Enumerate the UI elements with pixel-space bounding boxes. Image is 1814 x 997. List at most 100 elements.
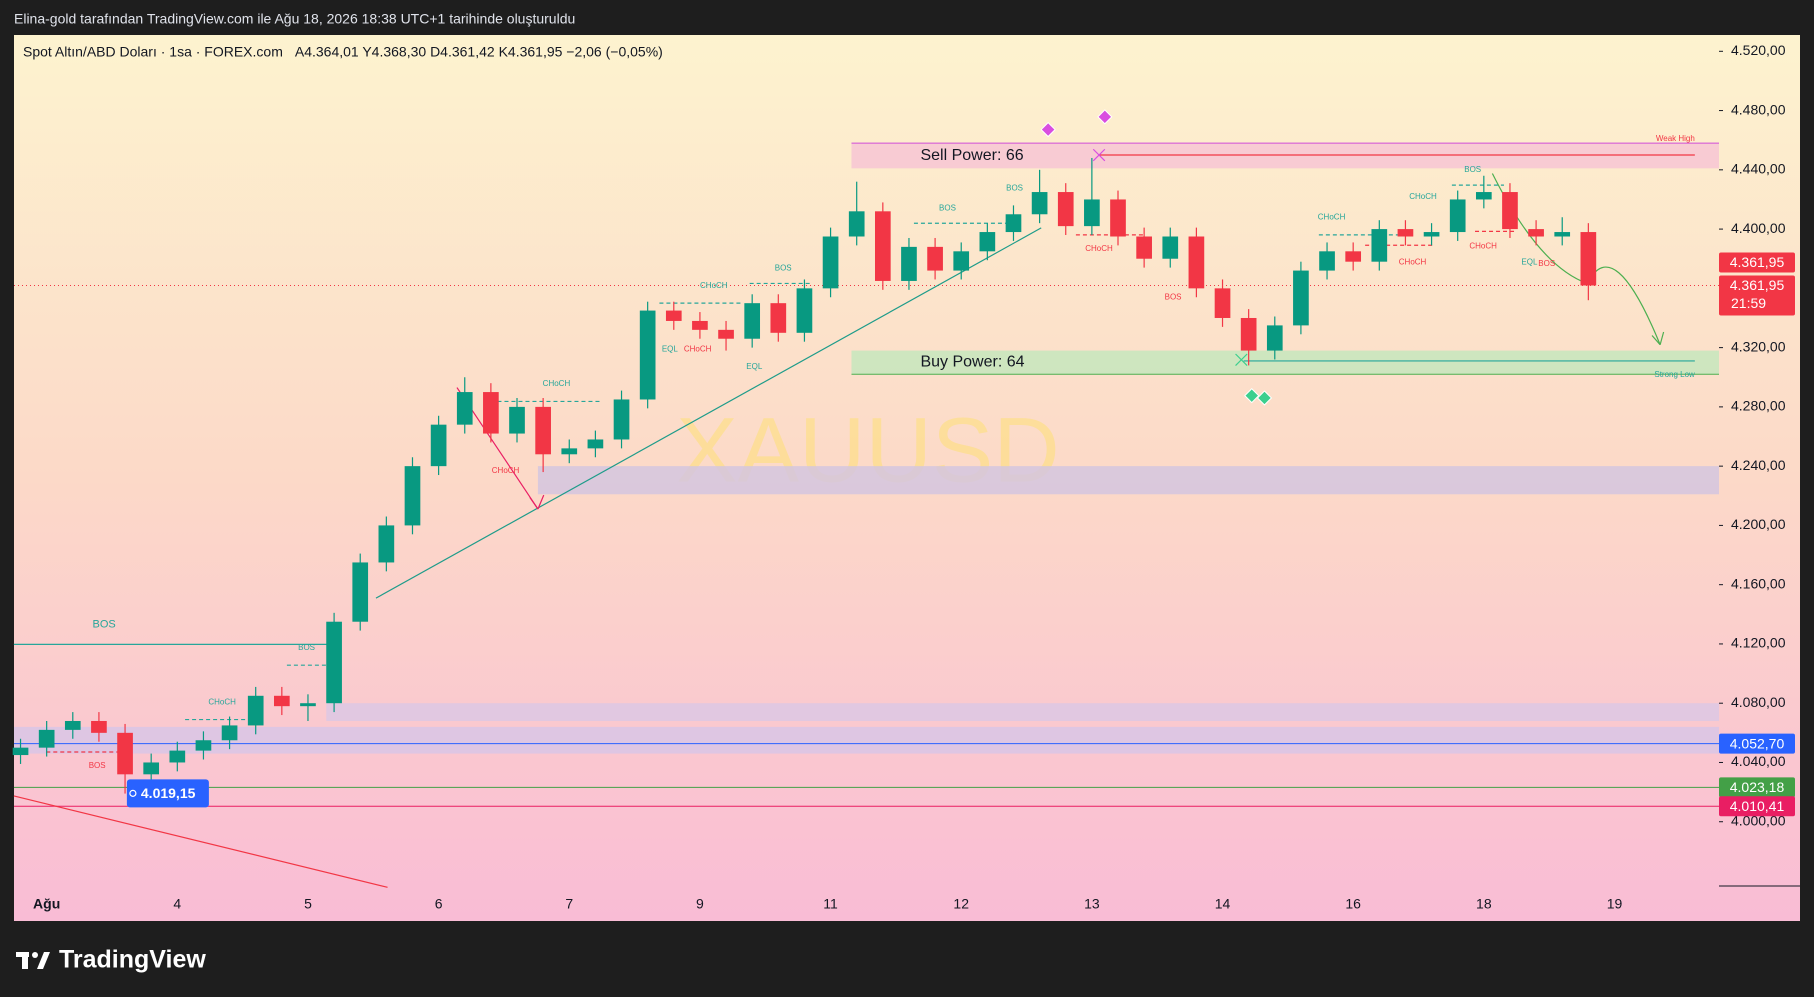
candle-body: [1371, 229, 1388, 262]
structure-label: CHoCH: [1085, 244, 1113, 253]
structure-label: CHoCH: [1469, 242, 1497, 251]
y-tick-label: 4.480,00: [1731, 101, 1786, 117]
candle-body: [1084, 199, 1100, 227]
candle-body: [770, 303, 787, 333]
candle-body: [169, 750, 186, 763]
candle-body: [1423, 232, 1440, 237]
candle-body: [1554, 232, 1571, 237]
structure-label: CHoCH: [1318, 213, 1346, 222]
candle-body: [1057, 192, 1074, 227]
low-dot: [129, 789, 137, 797]
candle-body: [1319, 251, 1335, 271]
candle-body: [613, 399, 630, 440]
candle-body: [587, 439, 604, 449]
candle-body: [117, 732, 133, 775]
candle-body: [874, 211, 891, 281]
candle-body: [848, 211, 865, 237]
candle-body: [1240, 317, 1257, 351]
arrow-head: [537, 494, 545, 510]
zone: [537, 466, 1719, 495]
candle-body: [718, 329, 734, 339]
y-tick-label: 4.400,00: [1731, 220, 1786, 236]
y-tick-label: 4.240,00: [1731, 457, 1786, 473]
candle-body: [927, 246, 943, 271]
candle-body: [822, 236, 839, 289]
price-badge-text: 4.010,41: [1730, 798, 1785, 814]
countdown-text: 21:59: [1731, 295, 1766, 311]
candle-body: [979, 232, 996, 252]
candle-body: [509, 406, 525, 434]
candle-body: [953, 251, 970, 271]
logo-shape: [22, 952, 28, 969]
price-badge-text: 4.023,18: [1730, 779, 1785, 795]
y-tick-label: 4.200,00: [1731, 516, 1786, 532]
structure-label: CHoCH: [684, 344, 712, 353]
candle-body: [378, 525, 395, 563]
structure-label: CHoCH: [1399, 258, 1427, 267]
y-tick-label: 4.120,00: [1731, 635, 1786, 651]
price-badge-text: 4.052,70: [1730, 735, 1785, 751]
footer-logo: TradingView: [16, 946, 206, 974]
candle-body: [744, 303, 761, 339]
structure-label: BOS: [939, 203, 956, 212]
candle-body: [1031, 192, 1048, 215]
structure-label: Weak High: [1656, 134, 1695, 143]
arrow-head: [1651, 335, 1661, 346]
structure-label: EQL: [1521, 258, 1538, 267]
candle-body: [404, 466, 421, 526]
x-tick-label: 16: [1345, 896, 1361, 912]
zone: [851, 143, 1719, 169]
y-tick-label: 4.040,00: [1731, 753, 1786, 769]
x-tick-label: 11: [823, 896, 838, 912]
candle-body: [430, 424, 447, 467]
trend-line: [375, 227, 1042, 599]
candle-body: [1188, 236, 1205, 289]
header-text: Elina-gold tarafından TradingView.com il…: [14, 11, 575, 27]
zone-label: Buy Power: 64: [920, 354, 1024, 371]
candle-body: [1005, 214, 1022, 233]
structure-label: EQL: [746, 362, 763, 371]
logo-shape: [32, 952, 38, 958]
signal-marker: [1244, 388, 1260, 404]
candle-body: [143, 762, 160, 775]
candle-body: [1449, 199, 1466, 233]
signal-marker: [1097, 109, 1113, 125]
cross-marker: [1235, 353, 1248, 367]
candle-body: [1136, 236, 1152, 259]
zone: [326, 703, 1719, 721]
price-badge: [1719, 777, 1795, 798]
x-tick-label: 9: [696, 896, 704, 912]
x-tick-label: 18: [1476, 896, 1492, 912]
structure-label: CHoCH: [492, 466, 520, 475]
x-tick-label: 4: [173, 896, 181, 912]
candle-body: [38, 729, 55, 748]
last-price-badge: [1719, 252, 1795, 273]
candle-body: [326, 621, 342, 704]
structure-label: BOS: [1006, 184, 1023, 193]
price-badge: [1719, 796, 1795, 817]
candle-body: [483, 392, 499, 434]
structure-label: CHoCH: [543, 379, 571, 388]
structure-label: BOS: [1464, 165, 1481, 174]
last-price-text: 4.361,95: [1730, 254, 1785, 270]
x-tick-label: 6: [435, 896, 443, 912]
last-price-text: 4.361,95: [1730, 277, 1785, 293]
y-tick-label: 4.320,00: [1731, 338, 1786, 354]
last-price-badge: [1719, 275, 1795, 316]
candle-body: [352, 562, 369, 622]
y-tick-label: 4.080,00: [1731, 694, 1786, 710]
signal-marker: [1040, 121, 1056, 138]
candle-body: [273, 695, 290, 707]
candle-body: [1162, 236, 1179, 259]
y-tick-label: 4.520,00: [1731, 42, 1786, 58]
price-badge: [1719, 733, 1795, 754]
candle-body: [639, 310, 656, 400]
structure-label: BOS: [775, 264, 792, 273]
y-tick-label: 4.280,00: [1731, 398, 1786, 414]
structure-label: Strong Low: [1654, 370, 1695, 379]
ohlc-legend: A4.364,01 Y4.368,30 D4.361,42 K4.361,95 …: [295, 44, 663, 60]
x-tick-label: 19: [1607, 896, 1623, 912]
structure-label: CHoCH: [1409, 192, 1437, 201]
structure-label: BOS: [89, 761, 106, 770]
